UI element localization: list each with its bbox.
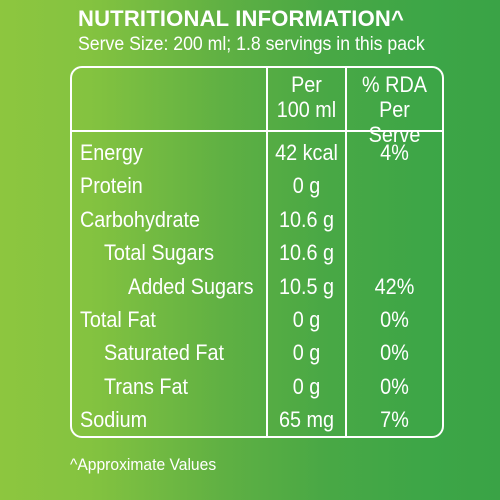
nutrient-rda-per-serve: 7% (380, 407, 409, 433)
nutrient-value-per-100ml: 0 g (292, 340, 321, 366)
header-divider (72, 130, 442, 132)
nutrient-label: Total Fat (80, 307, 156, 332)
nutrient-value-per-100ml: 0 g (292, 173, 321, 199)
nutrient-value-per-100ml: 10.6 g (278, 240, 335, 266)
footnote: ^Approximate Values (70, 455, 217, 474)
nutrient-row: Carbohydrate 10.6 g (72, 207, 442, 240)
nutrient-label: Energy (80, 140, 143, 165)
nutrient-value-per-100ml: 0 g (292, 307, 321, 332)
column-header-per-100ml: Per 100 ml (272, 72, 341, 122)
serve-size-text: Serve Size: 200 ml; 1.8 servings in this… (78, 34, 425, 55)
nutrient-rda-per-serve: 0% (380, 307, 409, 332)
nutrient-label: Saturated Fat (104, 340, 224, 366)
nutrient-rda-per-serve: 0% (380, 340, 409, 366)
nutrient-row: Sodium 65 mg 7% (72, 407, 442, 440)
nutrient-row: Saturated Fat 0 g 0% (72, 340, 442, 373)
column-header-rda-line1: % RDA (362, 72, 427, 97)
column-header-rda: % RDA Per Serve (352, 72, 438, 147)
nutrient-label: Sodium (80, 407, 148, 433)
nutrient-value-per-100ml: 0 g (292, 373, 321, 399)
nutrition-table: Per 100 ml % RDA Per Serve Energy 42 kcal… (70, 66, 444, 438)
nutrient-rda-per-serve: 4% (380, 140, 409, 165)
column-header-per-line2: 100 ml (276, 97, 337, 122)
nutrient-row: Energy 42 kcal 4% (72, 140, 442, 173)
nutrient-value-per-100ml: 10.5 g (278, 273, 335, 299)
nutrient-label: Trans Fat (104, 373, 188, 399)
nutrient-label: Total Sugars (104, 240, 215, 266)
column-divider-1 (266, 68, 268, 436)
nutrient-row: Total Fat 0 g 0% (72, 307, 442, 340)
nutrient-label: Added Sugars (128, 273, 254, 299)
panel-title: NUTRITIONAL INFORMATION^ (78, 6, 405, 31)
column-header-per-line1: Per (291, 72, 322, 97)
nutrient-label: Carbohydrate (80, 206, 200, 232)
column-divider-2 (345, 68, 347, 436)
nutrient-value-per-100ml: 42 kcal (275, 140, 338, 165)
column-header-rda-line2: Per Serve (368, 97, 421, 147)
nutrient-label: Protein (80, 173, 143, 199)
nutrient-value-per-100ml: 65 mg (278, 407, 335, 433)
nutrient-row: Trans Fat 0 g 0% (72, 374, 442, 407)
nutrient-rda-per-serve: 42% (374, 273, 415, 299)
nutrient-value-per-100ml: 10.6 g (278, 206, 335, 232)
nutrient-rda-per-serve: 0% (380, 373, 409, 399)
nutrient-row: Total Sugars 10.6 g (72, 240, 442, 273)
nutrient-row: Added Sugars 10.5 g 42% (72, 274, 442, 307)
nutrient-row: Protein 0 g (72, 173, 442, 206)
